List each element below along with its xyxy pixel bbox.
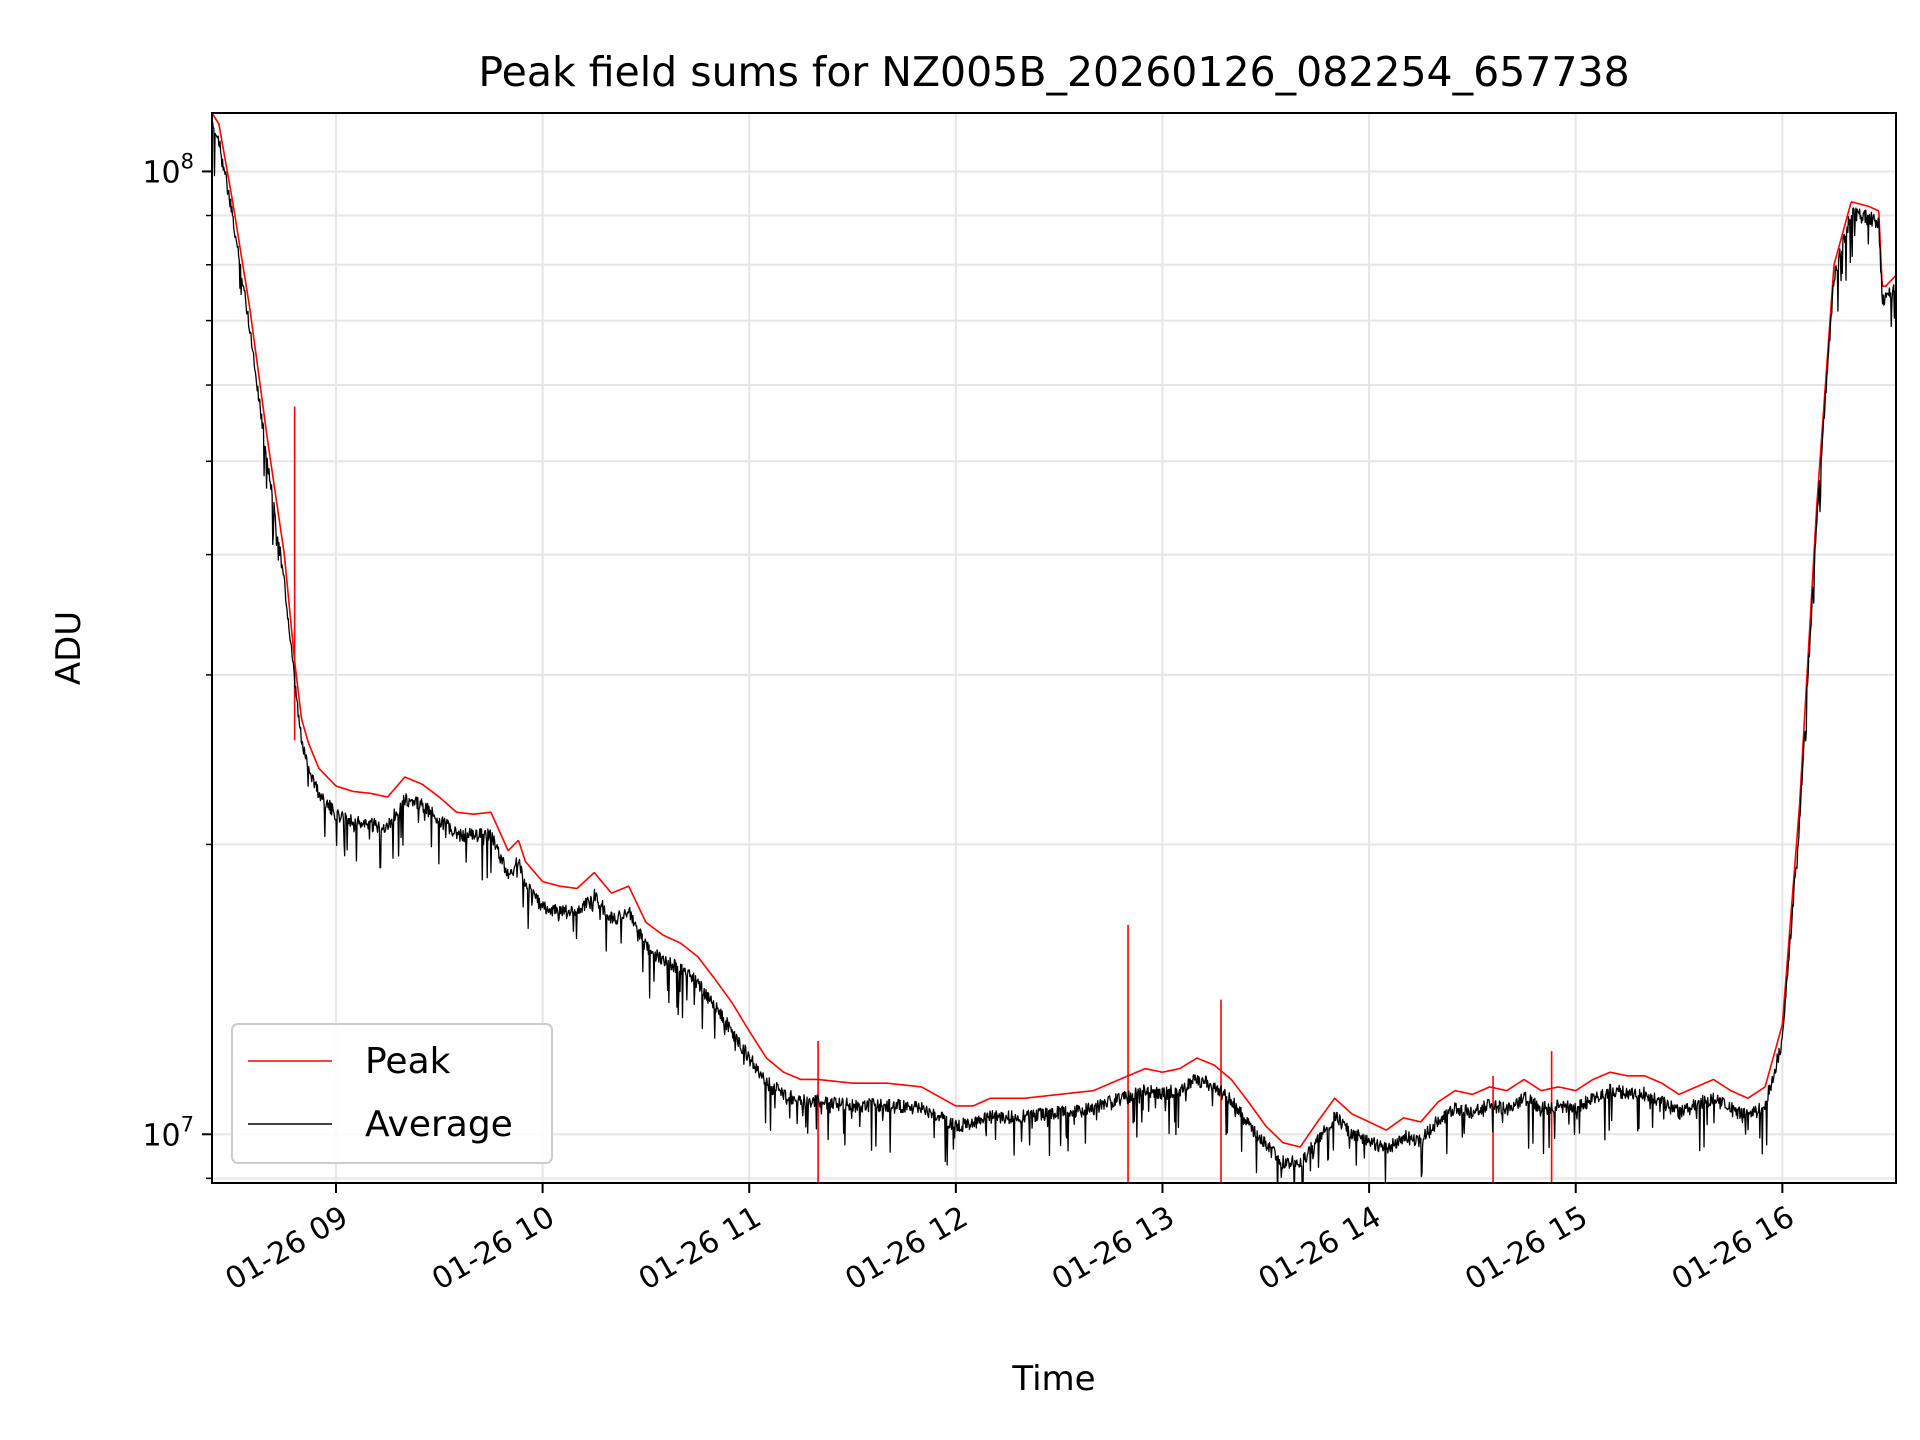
legend: Peak Average [231,1023,553,1164]
legend-label-peak: Peak [365,1041,451,1082]
y-tick-label: 108 [142,149,194,190]
series-line-peak [212,113,1896,1148]
y-tick-label: 107 [142,1112,194,1153]
plot-frame [211,112,1897,1184]
legend-box [231,1023,553,1164]
chart-title: Peak field sums for NZ005B_20260126_0822… [478,48,1629,96]
series-line-average [212,120,1896,1183]
y-axis: 107 108 [142,149,212,1180]
y-axis-label: ADU [49,611,89,685]
series-layer [212,113,1896,1183]
legend-label-average: Average [365,1104,513,1145]
plot-area [212,113,1896,1183]
x-axis-label: Time [1011,1359,1095,1399]
